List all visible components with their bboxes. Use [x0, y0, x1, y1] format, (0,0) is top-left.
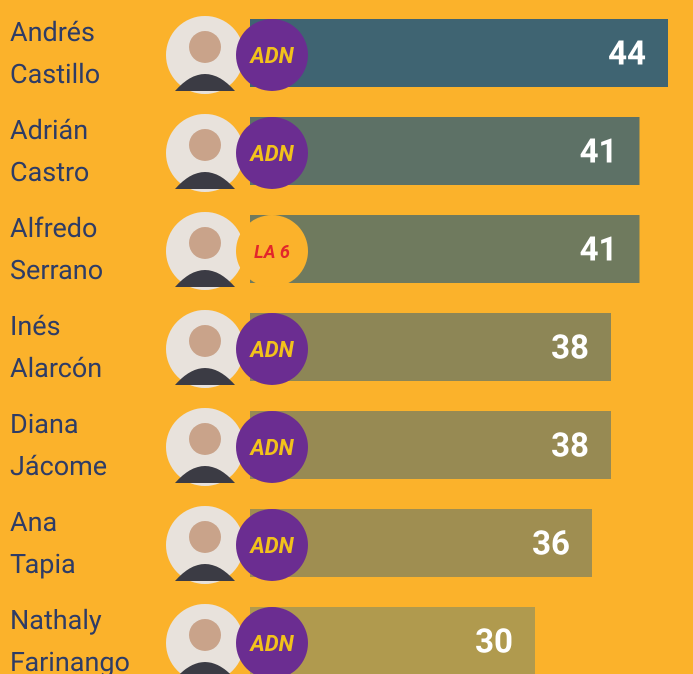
- category-label: Ana Tapia: [10, 506, 76, 580]
- party-logo: [236, 19, 308, 91]
- value-label: 38: [551, 427, 589, 466]
- bar: [250, 215, 640, 283]
- photo-head: [189, 325, 221, 357]
- party-label: ADN: [248, 534, 294, 559]
- value-label: 36: [532, 525, 570, 564]
- photo-body: [175, 368, 235, 385]
- photo-body: [175, 172, 235, 189]
- bar: [250, 411, 611, 479]
- party-label: ADN: [248, 44, 294, 69]
- party-logo: [236, 313, 308, 385]
- photo-head: [189, 31, 221, 63]
- party-label: LA 6: [254, 242, 290, 263]
- party-label: ADN: [248, 632, 294, 657]
- party-logo: [236, 215, 308, 287]
- party-label: ADN: [248, 338, 294, 363]
- party-logo: [236, 411, 308, 483]
- party-logo: [236, 607, 308, 674]
- party-label: ADN: [248, 436, 294, 461]
- party-logo: [236, 117, 308, 189]
- category-label: Diana Jácome: [10, 408, 107, 482]
- photo-head: [189, 423, 221, 455]
- photo-body: [179, 662, 231, 674]
- photo-head: [189, 129, 221, 161]
- category-label: Inés Alarcón: [10, 310, 102, 384]
- category-label: Alfredo Serrano: [10, 212, 103, 286]
- value-label: 38: [551, 329, 589, 368]
- photo-body: [175, 270, 235, 287]
- value-label: 44: [608, 35, 646, 74]
- photo-head: [189, 619, 221, 651]
- photo-head: [189, 227, 221, 259]
- bar: [250, 19, 668, 87]
- photo-head: [189, 521, 221, 553]
- category-label: Andrés Castillo: [10, 16, 100, 90]
- bar: [250, 117, 640, 185]
- bar: [250, 313, 611, 381]
- photo-body: [175, 564, 235, 581]
- party-logo: [236, 509, 308, 581]
- party-label: ADN: [248, 142, 294, 167]
- value-label: 41: [580, 231, 618, 270]
- category-label: Nathaly Farinango: [10, 604, 130, 674]
- photo-body: [175, 74, 235, 91]
- category-label: Adrián Castro: [10, 114, 89, 188]
- value-label: 30: [475, 623, 513, 662]
- photo-body: [175, 466, 235, 483]
- value-label: 41: [580, 133, 618, 172]
